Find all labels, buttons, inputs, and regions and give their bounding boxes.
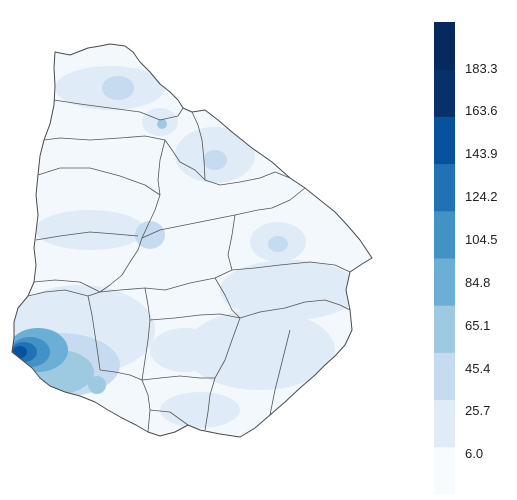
contour-patch: [135, 221, 165, 249]
legend-swatch: [434, 69, 455, 117]
department-border: [227, 214, 236, 271]
legend-tick-label: 65.1: [465, 318, 490, 333]
legend-swatch: [434, 352, 455, 401]
legend-tick-label: 84.8: [465, 275, 490, 290]
department-border: [87, 295, 101, 371]
legend-tick-label: 104.5: [465, 232, 498, 247]
department-border: [269, 329, 291, 416]
legend-tick-label: 183.3: [465, 61, 498, 76]
legend-tick-label: 124.2: [465, 189, 498, 204]
legend-tick-label: 163.6: [465, 103, 498, 118]
contour-patch: [160, 392, 240, 428]
legend-swatch: [434, 258, 455, 306]
contour-patch: [13, 346, 27, 358]
department-border: [141, 287, 151, 381]
department-border: [35, 231, 139, 241]
department-border: [214, 277, 241, 319]
contour-patch: [157, 119, 167, 129]
legend-tick-label: 143.9: [465, 146, 498, 161]
department-border: [99, 249, 139, 293]
legend-tick-label: 25.7: [465, 403, 490, 418]
department-border: [37, 167, 161, 196]
department-border: [33, 279, 101, 293]
department-border: [43, 135, 166, 141]
legend-swatch: [434, 22, 455, 70]
department-border: [149, 409, 189, 426]
department-border: [27, 289, 101, 297]
contour-patch: [35, 210, 145, 250]
legend-swatch: [434, 210, 455, 259]
legend-labels: 6.0 25.7 45.4 65.1 84.8 104.5 124.2 143.…: [465, 61, 498, 461]
legend-swatch: [434, 116, 455, 165]
department-boundaries: [27, 99, 351, 433]
legend-swatch: [434, 446, 455, 495]
department-border: [137, 194, 161, 251]
legend-swatches: [434, 22, 455, 495]
department-border: [164, 139, 291, 186]
legend-swatch: [434, 163, 455, 212]
contour-patch: [220, 260, 360, 320]
map-fill-layer: [12, 44, 372, 437]
department-border: [141, 375, 215, 381]
contour-patch: [185, 310, 335, 390]
contour-patch: [203, 150, 227, 170]
department-border: [99, 369, 143, 381]
department-border: [141, 379, 151, 433]
department-border: [53, 99, 184, 121]
department-border: [231, 261, 351, 273]
choropleth-map: [11, 43, 373, 438]
department-border: [149, 313, 241, 321]
contour-patch: [268, 236, 288, 252]
contour-patch: [150, 328, 220, 372]
legend-swatch: [434, 399, 455, 448]
department-border: [157, 139, 166, 196]
legend-tick-label: 6.0: [465, 446, 483, 461]
department-border: [191, 111, 206, 181]
contour-patch: [102, 76, 134, 100]
contour-patch: [88, 376, 106, 394]
legend-tick-label: 45.4: [465, 361, 490, 376]
department-border: [239, 299, 351, 319]
legend-swatch: [434, 305, 455, 353]
